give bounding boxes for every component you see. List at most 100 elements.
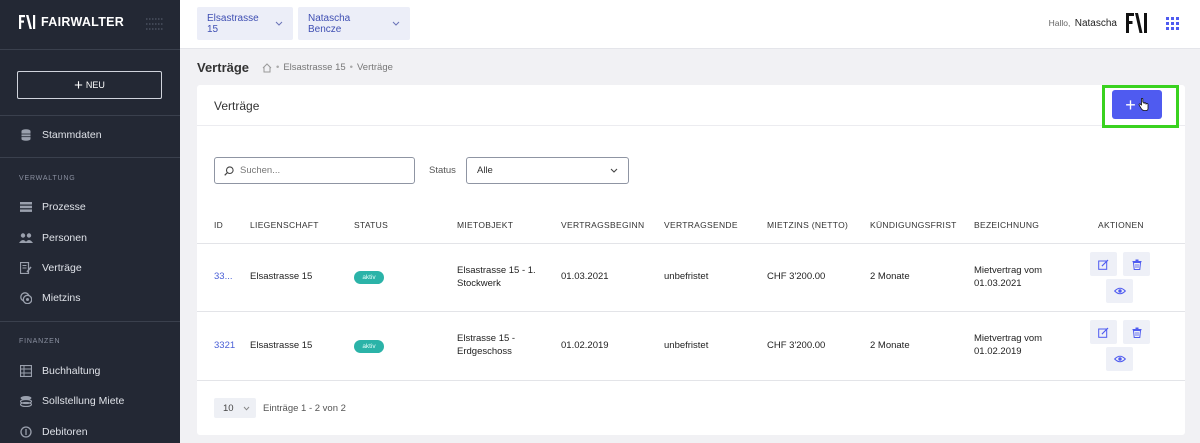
user-greeting: Hallo, Natascha bbox=[1049, 18, 1117, 29]
breadcrumb-separator: • bbox=[276, 62, 280, 73]
edit-button[interactable] bbox=[1090, 252, 1117, 276]
sidebar-item-label: Buchhaltung bbox=[42, 365, 101, 377]
breadcrumb-item[interactable]: Elsastrasse 15 bbox=[283, 62, 346, 73]
contract-id-link[interactable]: 3321 bbox=[214, 340, 236, 351]
view-button[interactable] bbox=[1106, 279, 1133, 303]
top-bar: Elsastrasse 15 Natascha Bencze Hallo, Na… bbox=[180, 0, 1200, 49]
column-header-status: STATUS bbox=[354, 220, 389, 230]
card-divider bbox=[197, 125, 1185, 126]
delete-button[interactable] bbox=[1123, 320, 1150, 344]
cell-bezeichnung-line: Mietvertrag vom bbox=[974, 333, 1043, 344]
sidebar-item-label: Verträge bbox=[42, 262, 82, 274]
column-header-aktionen: AKTIONEN bbox=[1098, 220, 1144, 230]
page-size-select[interactable]: 10 bbox=[214, 398, 256, 418]
chevron-down-icon bbox=[243, 406, 250, 411]
sidebar-divider bbox=[0, 49, 180, 50]
cell-mietobjekt-line: Elsastrasse 15 - 1. bbox=[457, 265, 536, 276]
cell-mietobjekt-line: Stockwerk bbox=[457, 278, 501, 289]
sidebar-section-verwaltung: VERWALTUNG bbox=[19, 175, 76, 182]
person-selector[interactable]: Natascha Bencze bbox=[298, 7, 410, 40]
sidebar-item-label: Mietzins bbox=[42, 292, 81, 304]
home-icon[interactable] bbox=[262, 62, 272, 73]
cell-vertragsbeginn: 01.03.2021 bbox=[561, 271, 609, 282]
status-filter-value: Alle bbox=[477, 165, 493, 176]
column-header-vertragsbeginn: VERTRAGSBEGINN bbox=[561, 220, 645, 230]
trash-icon bbox=[1132, 327, 1141, 338]
hand-cursor-icon bbox=[1138, 98, 1149, 111]
column-header-mietobjekt: MIETOBJEKT bbox=[457, 220, 514, 230]
cell-bezeichnung-line: 01.02.2019 bbox=[974, 346, 1022, 357]
chevron-down-icon bbox=[610, 168, 618, 173]
column-header-mietzins: MIETZINS (NETTO) bbox=[767, 220, 849, 230]
sidebar-item-buchhaltung[interactable]: Buchhaltung bbox=[19, 365, 100, 377]
sidebar-item-mietzins[interactable]: Mietzins bbox=[19, 292, 81, 304]
app-grid-icon[interactable] bbox=[1166, 17, 1179, 30]
property-selector[interactable]: Elsastrasse 15 bbox=[197, 7, 293, 40]
sidebar-item-stammdaten[interactable]: Stammdaten bbox=[19, 129, 102, 141]
chevron-down-icon bbox=[275, 18, 283, 29]
sidebar-item-vertraege[interactable]: Verträge bbox=[19, 262, 82, 274]
chevron-down-icon bbox=[392, 18, 400, 29]
card-title: Verträge bbox=[214, 99, 260, 113]
contract-id-link[interactable]: 33... bbox=[214, 271, 233, 282]
breadcrumb-item: Verträge bbox=[356, 62, 393, 73]
sidebar-item-label: Debitoren bbox=[42, 426, 88, 438]
search-icon bbox=[224, 165, 234, 176]
page-size-value: 10 bbox=[223, 402, 234, 414]
people-icon bbox=[19, 232, 33, 244]
person-selector-label: Natascha Bencze bbox=[308, 12, 351, 35]
sidebar-item-personen[interactable]: Personen bbox=[19, 232, 87, 244]
fairwalter-logo-icon[interactable] bbox=[1126, 13, 1148, 33]
sidebar-item-label: Prozesse bbox=[42, 201, 86, 213]
cell-vertragsende: unbefristet bbox=[664, 271, 709, 282]
stack-icon bbox=[19, 395, 33, 407]
plus-icon: + bbox=[74, 76, 83, 94]
database-icon bbox=[19, 129, 33, 141]
table-divider bbox=[197, 311, 1185, 312]
breadcrumb-separator: • bbox=[349, 62, 353, 73]
cell-mietzins: CHF 3'200.00 bbox=[767, 340, 826, 351]
search-input[interactable] bbox=[240, 165, 400, 176]
pagination-info: Einträge 1 - 2 von 2 bbox=[263, 403, 346, 414]
sidebar: FAIRWALTER + NEU Stammdaten VERWALTUNG P… bbox=[0, 0, 180, 443]
sidebar-item-prozesse[interactable]: Prozesse bbox=[19, 201, 86, 213]
sidebar-divider bbox=[0, 115, 180, 116]
cell-mietobjekt-line: Erdgeschoss bbox=[457, 346, 512, 357]
highlight-box bbox=[1102, 85, 1179, 128]
trash-icon bbox=[1132, 259, 1141, 270]
brand-logo[interactable]: FAIRWALTER bbox=[19, 15, 124, 29]
sidebar-collapse-icon[interactable] bbox=[146, 17, 164, 31]
breadcrumb: • Elsastrasse 15 • Verträge bbox=[262, 62, 393, 73]
property-selector-label: Elsastrasse 15 bbox=[207, 12, 259, 35]
cell-kuendigungsfrist: 2 Monate bbox=[870, 271, 910, 282]
column-header-id: ID bbox=[214, 220, 224, 230]
cell-bezeichnung: Mietvertrag vom 01.02.2019 bbox=[974, 332, 1042, 358]
cell-mietobjekt: Elsastrasse 15 - 1. Stockwerk bbox=[457, 264, 536, 290]
new-button[interactable]: + NEU bbox=[17, 71, 162, 99]
delete-button[interactable] bbox=[1123, 252, 1150, 276]
cell-mietobjekt: Elstrasse 15 - Erdgeschoss bbox=[457, 332, 515, 358]
contract-icon bbox=[19, 262, 33, 274]
sidebar-divider bbox=[0, 321, 180, 322]
eye-icon bbox=[1113, 287, 1126, 295]
view-button[interactable] bbox=[1106, 347, 1133, 371]
status-filter-select[interactable]: Alle bbox=[466, 157, 629, 184]
edit-icon bbox=[1098, 327, 1109, 338]
sidebar-item-debitoren[interactable]: Debitoren bbox=[19, 426, 88, 438]
cell-vertragsende: unbefristet bbox=[664, 340, 709, 351]
table-divider bbox=[197, 243, 1185, 244]
cell-mietzins: CHF 3'200.00 bbox=[767, 271, 826, 282]
table-divider bbox=[197, 380, 1185, 381]
add-contract-button[interactable]: + bbox=[1112, 90, 1162, 119]
search-field[interactable] bbox=[214, 157, 415, 184]
edit-button[interactable] bbox=[1090, 320, 1117, 344]
cell-bezeichnung: Mietvertrag vom 01.03.2021 bbox=[974, 264, 1042, 290]
cell-kuendigungsfrist: 2 Monate bbox=[870, 340, 910, 351]
coins-icon bbox=[19, 292, 33, 304]
page-title: Verträge bbox=[197, 60, 250, 75]
status-badge: aktiv bbox=[354, 271, 384, 284]
plus-icon: + bbox=[1125, 94, 1136, 115]
sidebar-item-sollstellung-miete[interactable]: Sollstellung Miete bbox=[19, 395, 124, 407]
new-button-label: NEU bbox=[85, 80, 105, 90]
cell-liegenschaft: Elsastrasse 15 bbox=[250, 271, 313, 282]
